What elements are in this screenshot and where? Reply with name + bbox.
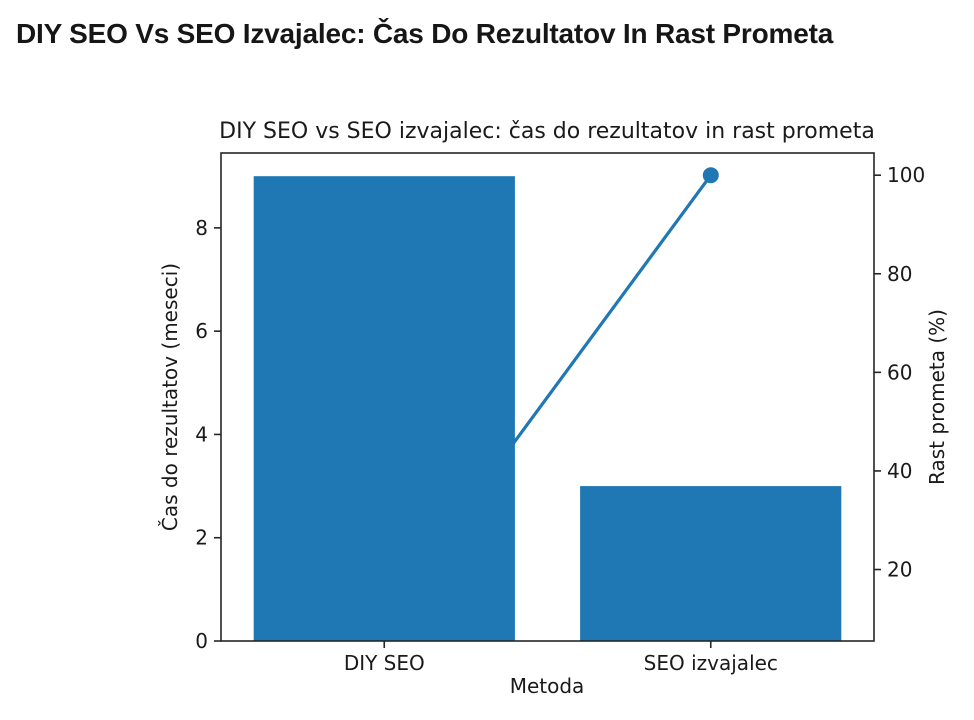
chart-title: DIY SEO vs SEO izvajalec: čas do rezulta… <box>219 119 875 144</box>
bar-diy-seo <box>253 176 515 641</box>
left-tick-label: 4 <box>195 422 208 446</box>
page-title: DIY SEO Vs SEO Izvajalec: Čas Do Rezulta… <box>16 18 834 49</box>
x-tick-label: DIY SEO <box>344 651 425 675</box>
left-tick-label: 0 <box>195 629 208 653</box>
line-marker <box>702 167 719 184</box>
right-tick-label: 80 <box>887 262 912 286</box>
tick-labels-layer: 0 2 4 6 8 20 40 60 80 100 DIY SEO SEO izvajalec <box>195 163 925 675</box>
right-tick-label: 40 <box>887 459 912 483</box>
left-tick-label: 8 <box>195 216 208 240</box>
bar-seo-izvajalec <box>580 486 842 641</box>
right-tick-label: 20 <box>887 558 912 582</box>
right-axis-label: Rast prometa (%) <box>925 309 949 485</box>
right-tick-label: 60 <box>887 360 912 384</box>
right-tick-label: 100 <box>887 163 925 187</box>
line-layer <box>376 167 719 627</box>
x-tick-label: SEO izvajalec <box>644 651 778 675</box>
line-marker <box>376 610 393 627</box>
left-tick-label: 2 <box>195 526 208 550</box>
plot-frame <box>220 152 875 642</box>
line-rast-prometa <box>383 174 713 620</box>
bars-layer <box>253 176 842 641</box>
x-axis-label: Metoda <box>510 674 585 698</box>
left-axis-label: Čas do rezultatov (meseci) <box>158 263 182 531</box>
axes-layer <box>214 152 881 648</box>
left-tick-label: 6 <box>195 319 208 343</box>
